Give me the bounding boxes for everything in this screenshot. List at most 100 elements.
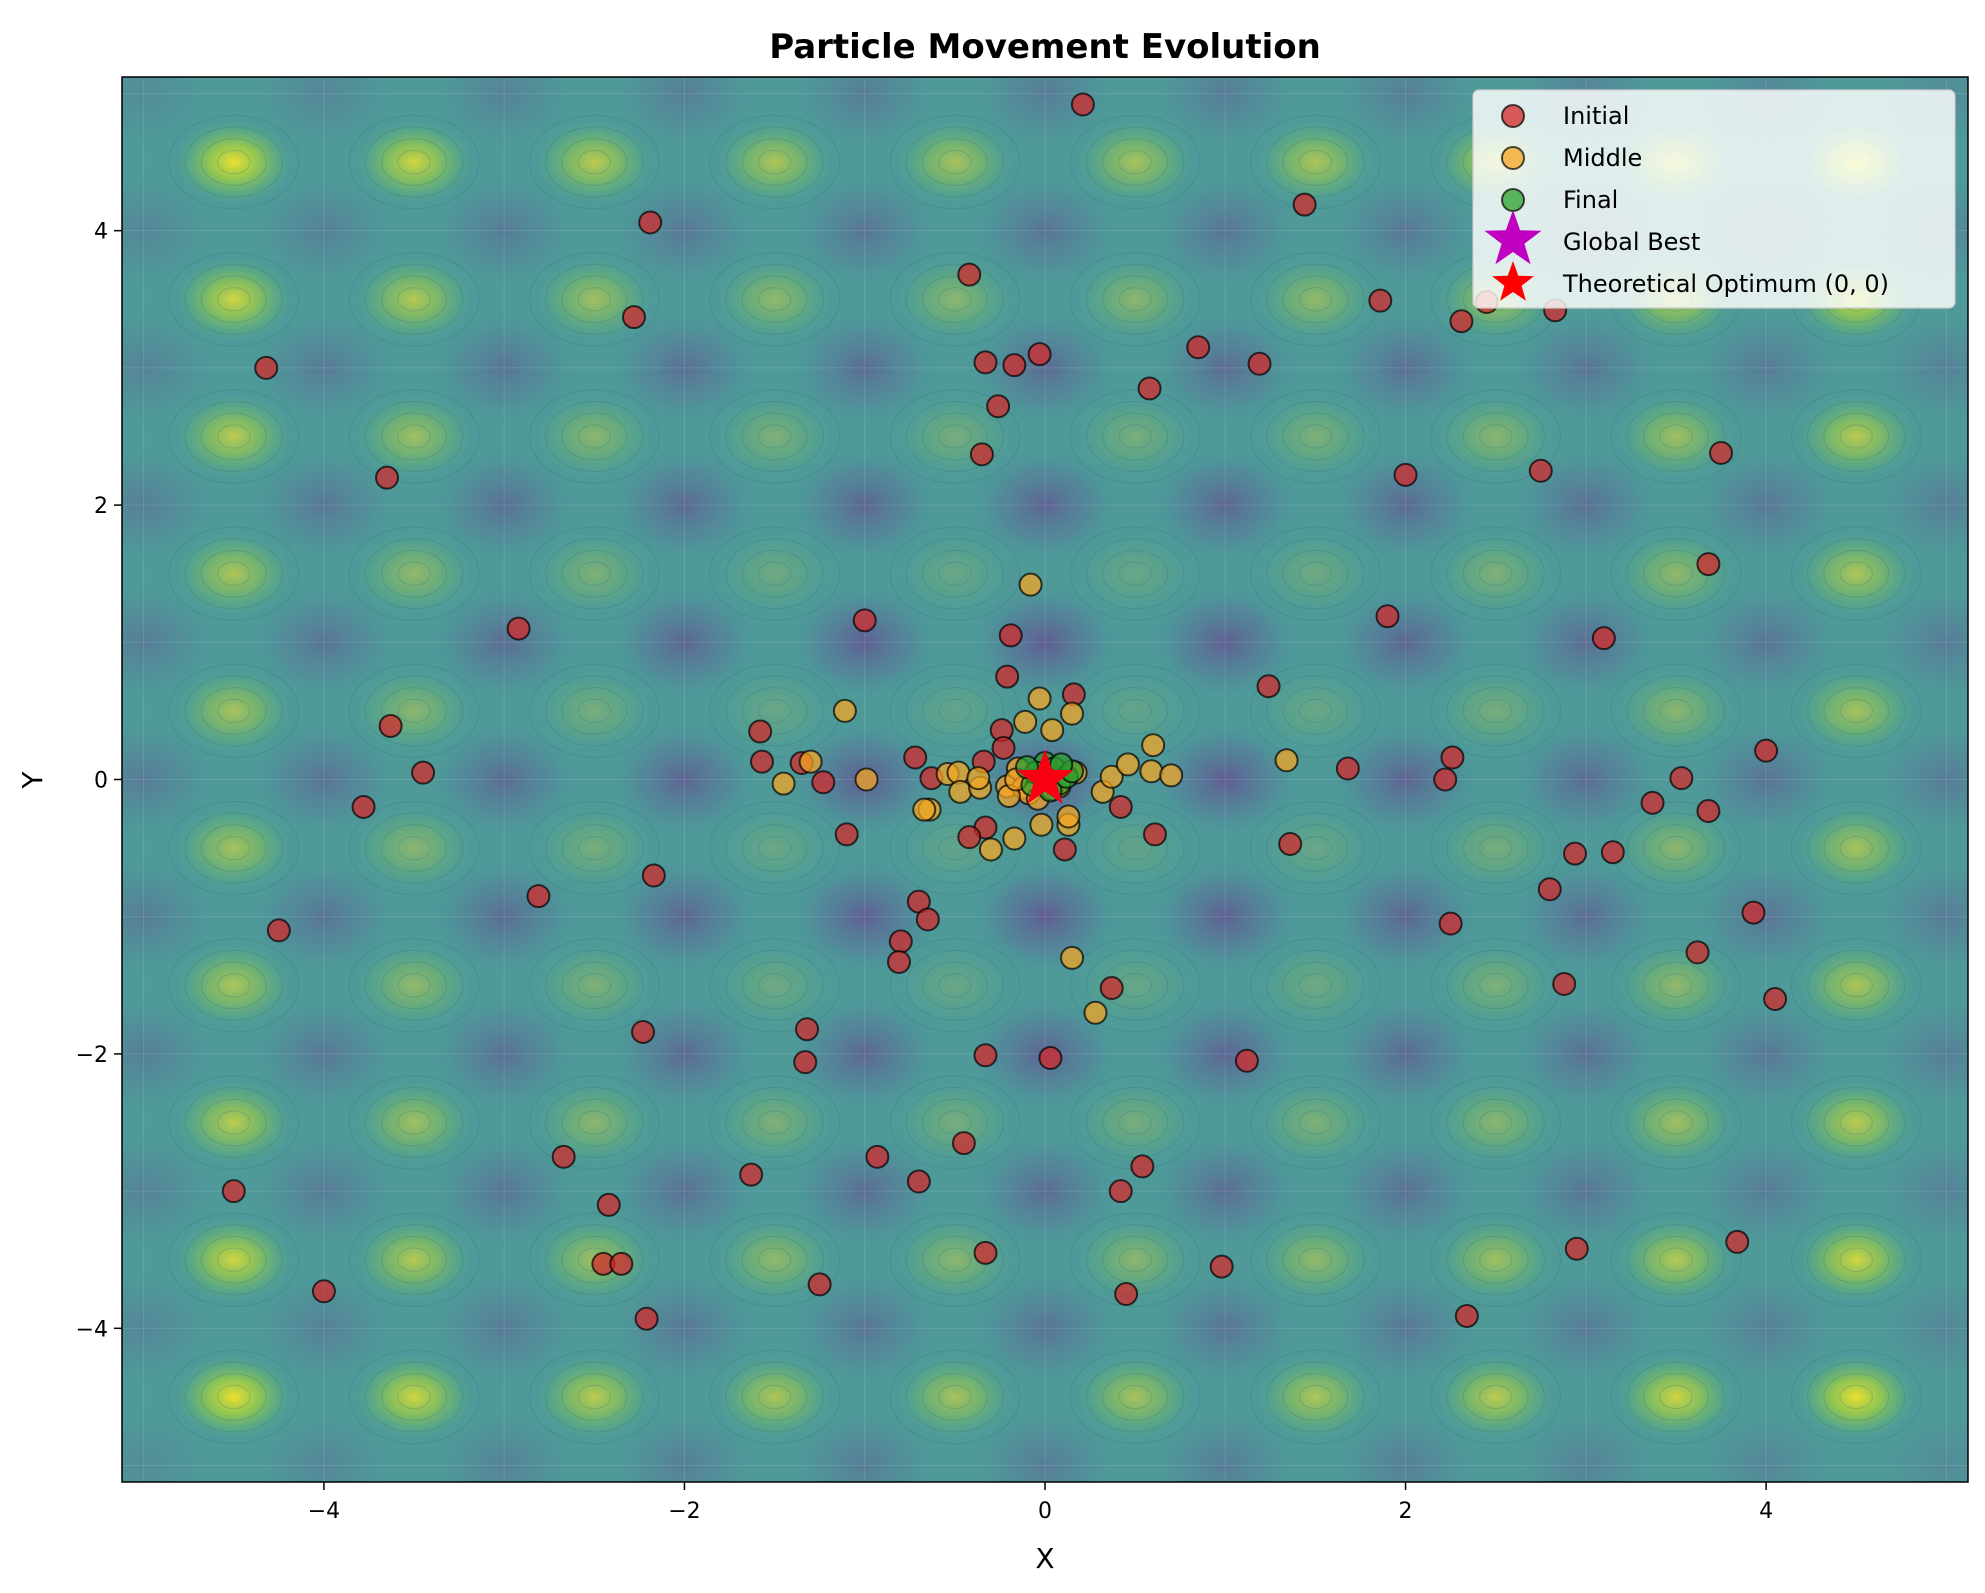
contour-line [1266, 400, 1365, 472]
contour-line [921, 412, 988, 461]
contour-valley [1870, 310, 1968, 426]
contour-line [757, 973, 792, 998]
contour-line [217, 973, 251, 998]
contour-line [348, 938, 480, 1033]
initial-point [1564, 1236, 1589, 1261]
contour-line [1643, 1098, 1709, 1147]
initial-point [973, 1043, 998, 1068]
contour-peak [356, 532, 472, 615]
plot-area [121, 76, 1969, 1483]
contour-line [1626, 1087, 1726, 1159]
initial-point [1375, 604, 1400, 629]
contour-line [889, 526, 1021, 621]
contour-line [1069, 389, 1201, 484]
contour-line [725, 538, 824, 610]
contour-line [561, 961, 628, 1010]
contour-line [545, 1087, 644, 1159]
contour-line [397, 835, 431, 861]
contour-line [577, 1384, 612, 1410]
contour-valley [969, 447, 1121, 563]
contour-valley [428, 584, 580, 700]
contour-peak [897, 258, 1013, 341]
contour-line [1282, 961, 1349, 1010]
contour-line [1118, 698, 1152, 724]
initial-point [254, 355, 279, 380]
initial-point [1685, 940, 1710, 965]
contour-line [938, 1110, 972, 1135]
contour-line [348, 663, 480, 759]
contour-valley [1329, 1270, 1482, 1386]
contour-valley [1510, 1270, 1662, 1386]
contour-line [1807, 400, 1906, 472]
contour-line [577, 973, 612, 998]
contour-line [577, 424, 612, 449]
middle-point [1060, 701, 1085, 726]
contour-line [1823, 1373, 1890, 1421]
contour-line [1659, 1110, 1693, 1135]
contour-peak [176, 669, 292, 753]
contour-line [168, 663, 300, 759]
middle-point [912, 797, 937, 822]
contour-line [1446, 949, 1545, 1021]
contour-line [725, 263, 824, 335]
contour-line [1282, 275, 1349, 324]
contour-peak [1077, 806, 1193, 890]
y-tick-label: −4 [76, 1317, 108, 1342]
contour-line [921, 138, 988, 186]
contour-line [725, 1224, 824, 1296]
middle-point [1083, 1000, 1108, 1025]
middle-point [854, 767, 879, 792]
legend-marker-theoretical-optimum [1492, 261, 1534, 301]
contour-line [1250, 526, 1381, 621]
contour-line [1478, 1110, 1513, 1135]
contour-line [1626, 812, 1726, 884]
contour-valley [1690, 1133, 1842, 1249]
legend-label-final: Final [1563, 186, 1618, 214]
contour-line [1298, 287, 1333, 312]
contour-line [1807, 1224, 1906, 1296]
y-tick-label: 2 [94, 494, 108, 519]
contour-valley [1510, 1407, 1662, 1482]
initial-point [807, 1272, 832, 1297]
contour-line [1839, 1110, 1873, 1135]
initial-point [957, 825, 982, 850]
contour-valley [248, 77, 400, 152]
initial-point [375, 465, 400, 490]
contour-line [1626, 675, 1726, 747]
initial-point [641, 863, 666, 888]
contour-line [905, 400, 1005, 472]
contour-valley [1149, 77, 1301, 152]
initial-point [1741, 900, 1766, 925]
contour-line [1085, 538, 1185, 610]
contour-line [1446, 1361, 1545, 1433]
watermark: 掘金技术社区 @ Zxc_ [1718, 1538, 1938, 1563]
contour-peak [1798, 806, 1914, 890]
contour-line [1790, 389, 1922, 484]
contour-line [1069, 252, 1201, 347]
contour-peak [1437, 944, 1554, 1027]
contour-line [741, 412, 808, 461]
contour-valley [1870, 996, 1968, 1112]
contour-valley [969, 1407, 1121, 1482]
contour-valley [428, 310, 580, 426]
contour-line [741, 1098, 808, 1147]
middle-point [1139, 759, 1164, 784]
contour-line [938, 424, 972, 449]
contour-line [725, 126, 824, 198]
contour-line [1643, 1373, 1709, 1421]
initial-point [1114, 1282, 1139, 1307]
middle-point [771, 771, 796, 796]
contour-valley [248, 173, 400, 289]
contour-line [348, 1349, 480, 1445]
contour-line [1282, 1098, 1349, 1147]
contour-valley [1870, 859, 1968, 975]
contour-line [1610, 1349, 1742, 1445]
contour-line [905, 1224, 1005, 1296]
contour-valley [1149, 447, 1301, 563]
contour-valley [969, 173, 1121, 289]
contour-line [1478, 561, 1513, 586]
contour-line [381, 1373, 447, 1421]
middle-point [1056, 804, 1081, 829]
contour-line [545, 1224, 644, 1296]
contour-line [200, 549, 267, 598]
